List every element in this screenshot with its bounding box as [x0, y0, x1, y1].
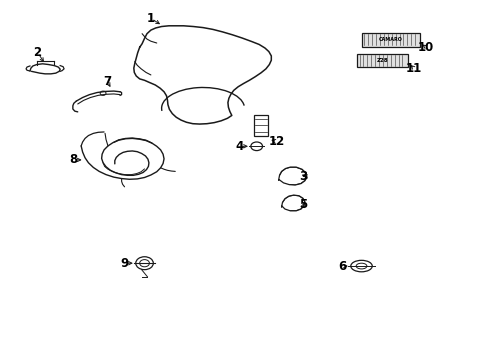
Text: Z28: Z28 [376, 58, 387, 63]
Bar [361, 33, 419, 46]
Bar [356, 54, 407, 67]
Text: 12: 12 [268, 135, 284, 148]
Text: 11: 11 [405, 62, 422, 75]
Text: 8: 8 [70, 153, 78, 166]
Text: 6: 6 [337, 260, 346, 273]
Text: 7: 7 [102, 75, 111, 88]
Text: 10: 10 [417, 41, 433, 54]
Text: 1: 1 [146, 12, 155, 25]
Text: CAMARO: CAMARO [378, 37, 402, 42]
Text: 2: 2 [33, 46, 41, 59]
Text: 9: 9 [120, 257, 128, 270]
Text: 5: 5 [298, 198, 306, 211]
Text: 3: 3 [298, 170, 306, 183]
Bar [254, 115, 267, 136]
Text: 4: 4 [235, 140, 243, 153]
